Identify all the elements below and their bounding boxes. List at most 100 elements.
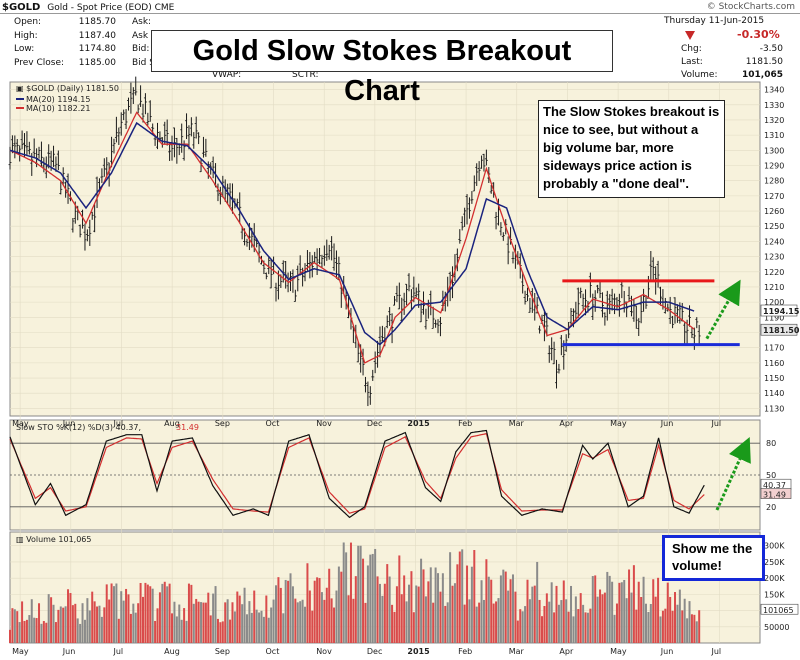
volume-x-label: May — [12, 647, 29, 656]
price-x-label: May — [12, 419, 29, 428]
volume-bar — [253, 590, 256, 643]
high-label: High: — [14, 30, 38, 41]
down-triangle-icon — [685, 31, 695, 40]
volume-bar — [654, 596, 657, 643]
volume-tick-label: 300K — [764, 542, 785, 551]
volume-bar — [100, 616, 103, 643]
price-x-label: 2015 — [407, 419, 430, 428]
price-tick-label: 1250 — [764, 222, 784, 231]
high-value: 1187.40 — [78, 30, 116, 41]
volume-bar — [446, 602, 449, 643]
legend-ma20: MA(20) 1194.15 — [26, 95, 90, 104]
price-tick-label: 1220 — [764, 268, 784, 277]
price-tick-label: 1210 — [764, 283, 784, 292]
volume-bar — [543, 606, 546, 643]
volume-x-label: Apr — [559, 647, 574, 656]
price-x-label: May — [610, 419, 627, 428]
volume-bar — [30, 599, 33, 643]
volume-bar — [209, 615, 212, 643]
volume-bar — [224, 602, 227, 643]
volume-bar — [180, 619, 183, 643]
volume-bar — [504, 571, 507, 643]
volume-bar — [245, 614, 248, 643]
volume-bar — [555, 585, 558, 643]
volume-bar — [134, 612, 137, 643]
volume-bar — [596, 596, 599, 643]
price-tick-label: 1340 — [764, 86, 784, 95]
volume-bar — [659, 616, 662, 643]
volume-bar — [541, 616, 544, 643]
volume-bar — [630, 592, 633, 643]
volume-bar — [86, 598, 89, 643]
volume-bar — [497, 598, 500, 643]
volume-bar — [681, 610, 684, 643]
volume-bar — [207, 592, 210, 643]
volume-bar — [287, 580, 290, 643]
volume-bar — [352, 598, 355, 643]
price-tick-label: 1130 — [764, 404, 784, 413]
volume-bar — [582, 604, 585, 643]
price-x-label: Dec — [367, 419, 382, 428]
price-tick-label: 1160 — [764, 359, 784, 368]
volume-axis-label-box — [760, 603, 799, 615]
header-fields-right: Chg: -3.50 Last: 1181.50 Volume: 101,065 — [681, 43, 783, 82]
volume-bar — [195, 598, 198, 643]
volume-bar — [608, 575, 611, 643]
volume-bar — [151, 588, 154, 643]
volume-bar — [267, 617, 270, 643]
volume-axis-label: 101065 — [763, 606, 794, 615]
volume-bar — [112, 586, 115, 643]
volume-bar — [613, 614, 616, 643]
volume-bar — [449, 552, 452, 643]
volume-bar — [18, 622, 21, 643]
volume-x-label: May — [610, 647, 627, 656]
volume-bar — [71, 605, 74, 643]
open-value: 1185.70 — [78, 17, 116, 27]
volume-bar — [219, 622, 222, 643]
volume-bar — [308, 590, 311, 643]
price-tick-label: 1310 — [764, 131, 784, 140]
header-fields-left: Open: 1185.70 High: 1187.40 Low: 1174.80 Pr… — [14, 16, 116, 70]
volume-bar — [262, 616, 265, 643]
volume-bar — [243, 587, 246, 643]
volume-bar — [434, 567, 437, 643]
volume-bar — [369, 554, 372, 643]
volume-x-label: 2015 — [407, 647, 430, 656]
volume-bar — [378, 583, 381, 643]
volume-bar — [110, 583, 113, 643]
volume-bar — [410, 571, 413, 643]
price-x-label: Oct — [266, 419, 280, 428]
volume-bar — [487, 576, 490, 643]
volume-bar — [313, 580, 316, 643]
volume-bar — [28, 615, 31, 643]
volume-bar — [69, 593, 72, 643]
volume-bar — [548, 601, 551, 643]
volume-bar — [158, 592, 161, 643]
volume-bar — [461, 549, 464, 643]
volume-x-label: Mar — [509, 647, 525, 656]
price-tick-label: 1290 — [764, 162, 784, 171]
volume-bar — [156, 608, 159, 643]
vwap-label: VWAP: — [212, 70, 242, 80]
volume-bar — [265, 595, 268, 643]
volume-bar — [606, 571, 609, 643]
volume-bar — [301, 599, 304, 643]
volume-bar — [318, 578, 321, 643]
price-x-label: Jul — [710, 419, 721, 428]
volume-bar — [54, 622, 57, 643]
price-tick-label: 1150 — [764, 374, 784, 383]
volume-bar — [637, 581, 640, 643]
prev-close-label: Prev Close: — [14, 57, 65, 68]
volume-bar — [480, 580, 483, 643]
price-tick-label: 1280 — [764, 177, 784, 186]
volume-tick-label: 250K — [764, 558, 785, 567]
volume-bar — [23, 620, 26, 643]
volume-bar — [456, 564, 459, 643]
volume-bar — [316, 577, 319, 643]
volume-bar — [536, 561, 539, 643]
volume-bar — [187, 583, 190, 643]
volume-bar — [129, 613, 132, 643]
volume-bar — [74, 603, 77, 643]
volume-bar — [67, 589, 70, 643]
volume-bar — [139, 582, 142, 643]
